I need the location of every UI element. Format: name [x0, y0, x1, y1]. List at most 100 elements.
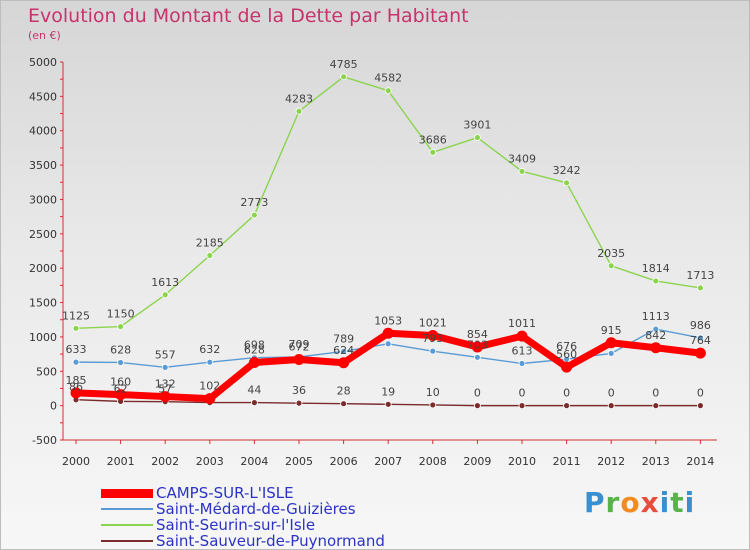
data-point — [72, 324, 80, 332]
data-label: 2185 — [196, 236, 224, 249]
data-point — [471, 341, 483, 353]
data-point — [697, 284, 704, 292]
data-point — [295, 107, 303, 115]
data-label: 2773 — [240, 196, 268, 209]
y-tick-label: 3500 — [29, 159, 57, 172]
legend: CAMPS-SUR-L'ISLE Saint-Médard-de-Guizièr… — [101, 485, 385, 549]
data-point — [694, 347, 706, 359]
data-label: 10 — [426, 386, 440, 399]
data-label: 0 — [608, 387, 615, 400]
data-label: 3901 — [463, 119, 491, 132]
legend-swatch — [101, 540, 153, 542]
data-label: 57 — [158, 383, 172, 396]
legend-label: CAMPS-SUR-L'ISLE — [156, 484, 294, 502]
legend-item: CAMPS-SUR-L'ISLE — [101, 485, 385, 501]
data-label: 915 — [601, 324, 622, 337]
y-tick-label: 5000 — [29, 56, 57, 69]
data-label: 986 — [690, 319, 711, 332]
data-point — [427, 329, 439, 341]
data-point — [206, 252, 214, 259]
data-point — [161, 291, 169, 299]
x-tick-label: 2005 — [285, 455, 313, 468]
data-point — [115, 389, 127, 401]
data-label: 1125 — [62, 309, 90, 322]
data-point — [206, 358, 214, 366]
data-label: 789 — [333, 332, 354, 345]
x-tick-label: 2002 — [151, 455, 179, 468]
data-point — [605, 337, 617, 349]
x-tick-label: 2010 — [508, 455, 536, 468]
data-label: 19 — [381, 385, 395, 398]
data-point — [473, 402, 481, 410]
data-label: 0 — [697, 387, 704, 400]
data-point — [697, 402, 704, 410]
data-point — [384, 400, 392, 408]
data-label: 102 — [199, 380, 220, 393]
data-label: 1150 — [107, 308, 135, 321]
data-label: 0 — [474, 387, 481, 400]
data-label: 560 — [556, 348, 577, 361]
y-tick-label: -500 — [32, 434, 57, 447]
data-point — [473, 134, 481, 141]
data-label: 0 — [519, 387, 526, 400]
data-label: 854 — [467, 328, 488, 341]
data-point — [70, 387, 82, 399]
legend-label: Saint-Médard-de-Guizières — [156, 500, 356, 518]
data-label: 764 — [690, 334, 711, 347]
data-point — [650, 342, 662, 354]
data-label: 793 — [422, 332, 443, 345]
data-label: 132 — [155, 378, 176, 391]
legend-label: Saint-Seurin-sur-l'Isle — [156, 516, 316, 534]
legend-item: Saint-Médard-de-Guizières — [101, 501, 385, 517]
data-point — [652, 402, 660, 410]
x-tick-label: 2006 — [330, 455, 358, 468]
x-tick-label: 2009 — [463, 455, 491, 468]
data-point — [652, 277, 660, 285]
data-label: 624 — [333, 344, 354, 357]
legend-swatch — [101, 524, 153, 526]
legend-swatch — [101, 488, 153, 498]
legend-swatch — [101, 508, 153, 510]
x-tick-label: 2003 — [196, 455, 224, 468]
data-point — [204, 393, 216, 405]
data-label: 1814 — [642, 262, 670, 275]
data-label: 0 — [563, 387, 570, 400]
y-tick-label: 0 — [50, 400, 57, 413]
data-label: 3242 — [553, 164, 581, 177]
data-point — [295, 399, 303, 407]
data-point — [293, 353, 305, 365]
y-tick-label: 2500 — [29, 228, 57, 241]
data-point — [429, 401, 437, 409]
y-tick-label: 4000 — [29, 125, 57, 138]
data-label: 86 — [69, 381, 83, 394]
data-point — [340, 400, 348, 408]
data-point — [607, 350, 615, 357]
legend-label: Saint-Sauveur-de-Puynormand — [156, 532, 385, 550]
data-label: 36 — [292, 384, 306, 397]
data-point — [473, 353, 481, 361]
x-tick-label: 2014 — [686, 455, 714, 468]
data-label: 4785 — [330, 58, 358, 71]
data-point — [117, 359, 124, 366]
data-point — [72, 358, 80, 366]
data-point — [607, 402, 615, 410]
data-point — [563, 402, 570, 410]
data-label: 2035 — [597, 247, 625, 260]
y-tick-label: 2000 — [29, 262, 57, 275]
data-point — [516, 330, 528, 342]
x-tick-label: 2001 — [107, 455, 135, 468]
data-label: 709 — [289, 338, 310, 351]
data-label: 1113 — [642, 310, 670, 323]
data-point — [250, 399, 258, 407]
data-point — [652, 325, 660, 333]
x-tick-label: 2013 — [642, 455, 670, 468]
x-tick-label: 2011 — [553, 455, 581, 468]
data-point — [384, 340, 392, 348]
data-label: 4283 — [285, 92, 313, 105]
proxiti-logo: Proxiti — [584, 486, 696, 519]
data-label: 4582 — [374, 72, 402, 85]
x-tick-label: 2004 — [240, 455, 268, 468]
data-point — [518, 360, 526, 367]
data-label: 842 — [645, 329, 666, 342]
data-label: 672 — [289, 340, 310, 353]
